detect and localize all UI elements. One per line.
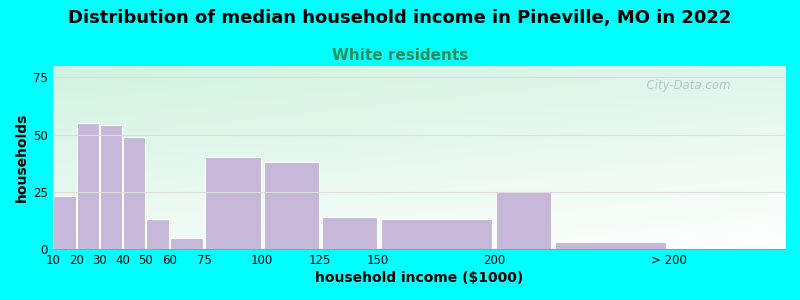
Bar (381, 219, 491, 249)
X-axis label: household income ($1000): household income ($1000) (315, 271, 523, 285)
Text: Distribution of median household income in Pineville, MO in 2022: Distribution of median household income … (68, 9, 732, 27)
Text: White residents: White residents (332, 48, 468, 63)
Bar (100, 125, 122, 249)
Bar (77, 123, 99, 249)
Bar (54, 196, 75, 249)
Bar (123, 137, 146, 249)
Bar (322, 217, 377, 249)
Bar (496, 192, 551, 249)
Bar (263, 162, 318, 249)
Bar (555, 242, 666, 249)
Text: City-Data.com: City-Data.com (638, 79, 730, 92)
Bar (170, 238, 203, 249)
Bar (146, 219, 169, 249)
Bar (206, 158, 261, 249)
Y-axis label: households: households (15, 113, 29, 202)
